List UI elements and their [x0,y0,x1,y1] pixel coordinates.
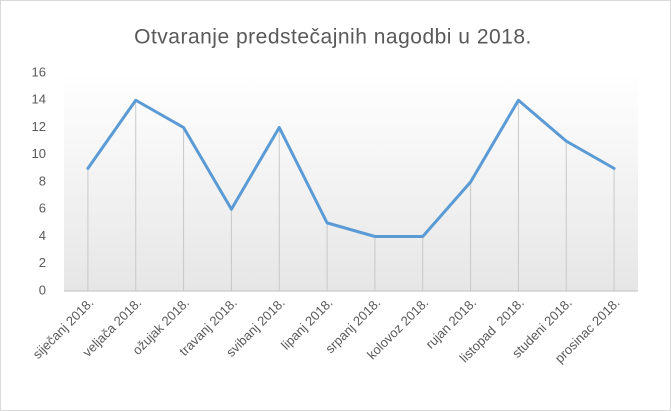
y-tick-label: 16 [32,64,46,79]
y-tick-label: 14 [32,92,46,107]
y-tick-label: 6 [39,201,46,216]
y-tick-label: 4 [39,228,46,243]
chart-title: Otvaranje predstečajnih nagodbi u 2018. [134,26,532,49]
y-tick-label: 12 [32,119,46,134]
plot-area [64,73,638,291]
y-tick-label: 0 [39,282,46,297]
y-tick-label: 2 [39,255,46,270]
y-tick-label: 10 [32,146,46,161]
line-series [86,98,616,238]
y-tick-label: 8 [39,173,46,188]
